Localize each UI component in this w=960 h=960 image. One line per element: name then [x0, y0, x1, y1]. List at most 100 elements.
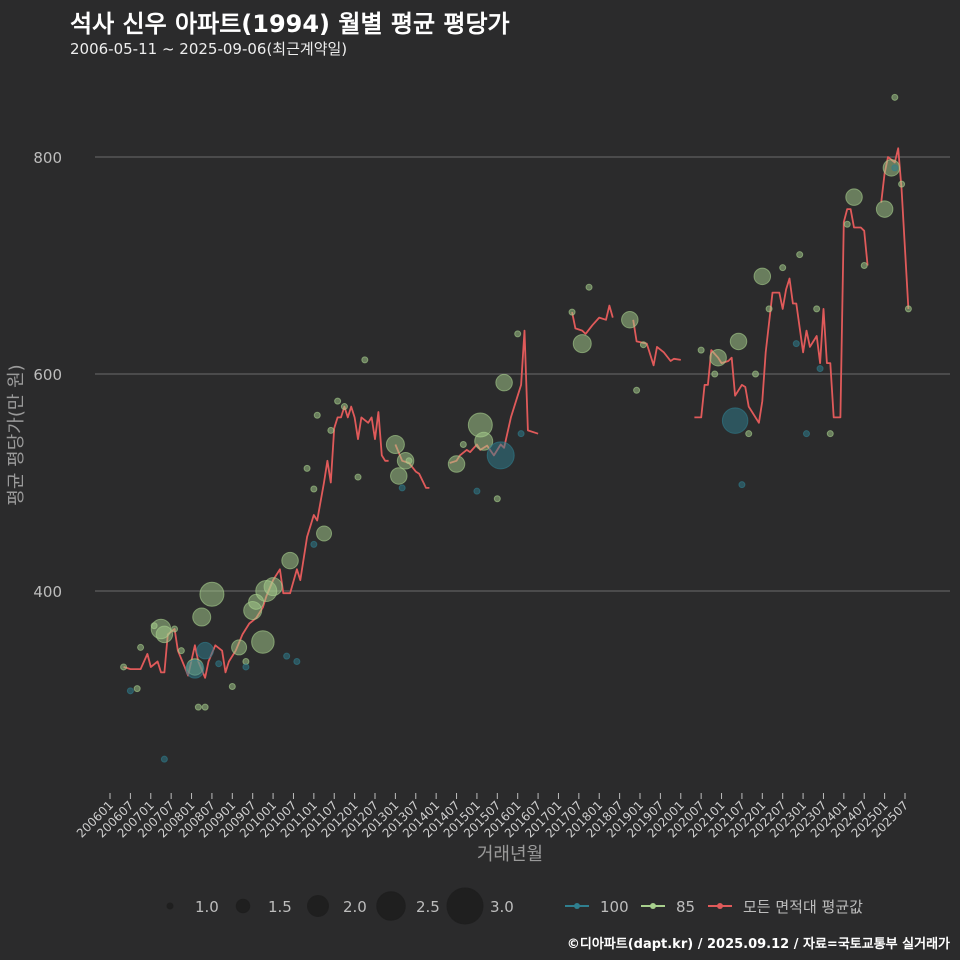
point-85	[514, 330, 522, 338]
size-legend-dot	[307, 895, 329, 917]
point-100	[891, 164, 899, 172]
point-85	[729, 332, 748, 351]
point-85	[845, 188, 863, 206]
point-85	[711, 370, 719, 378]
avg-line-segment	[694, 208, 869, 424]
point-85	[327, 426, 335, 434]
point-85	[568, 308, 576, 316]
size-legend-label: 1.5	[268, 898, 292, 916]
line-legend-label: 모든 면적대 평균값	[743, 898, 863, 916]
point-85	[303, 464, 311, 472]
point-85	[765, 305, 773, 313]
point-85	[390, 467, 408, 485]
point-85	[826, 430, 834, 438]
avg-line-segment	[632, 319, 681, 367]
point-85	[231, 639, 248, 656]
point-85	[860, 262, 868, 269]
point-85	[843, 220, 851, 228]
point-85	[281, 551, 299, 570]
point-100	[486, 441, 515, 470]
point-100	[215, 660, 223, 668]
point-85	[697, 346, 705, 354]
y-tick-label: 800	[33, 149, 62, 167]
point-85	[263, 577, 283, 597]
point-100	[473, 487, 481, 495]
line-legend-label: 85	[676, 898, 695, 916]
point-85	[334, 397, 342, 405]
point-85	[875, 200, 894, 218]
point-85	[194, 703, 202, 711]
point-85	[177, 647, 185, 655]
line-legend-dot	[574, 903, 580, 909]
y-axis-ticks: 400 600 800	[33, 149, 62, 601]
size-legend-dot	[446, 887, 484, 925]
point-85	[447, 455, 466, 473]
size-legend-label: 2.5	[416, 898, 440, 916]
point-85	[340, 403, 348, 411]
point-85	[585, 283, 593, 291]
point-85	[361, 356, 369, 364]
point-85	[572, 334, 592, 354]
point-100	[160, 755, 168, 763]
point-85	[891, 93, 899, 101]
chart-title: 석사 신우 아파트(1994) 월별 평균 평당가	[70, 10, 510, 38]
point-85	[621, 311, 639, 329]
point-100	[816, 365, 824, 373]
legend: 1.0 1.5 2.0 2.5 3.0 100 85 모든 면적대 평균값	[166, 887, 863, 925]
point-85	[313, 411, 321, 419]
point-85	[137, 643, 145, 651]
avg-line-segment	[571, 304, 614, 335]
point-85	[228, 682, 236, 690]
point-85	[745, 430, 753, 438]
point-85	[779, 264, 787, 272]
series-85-points	[120, 93, 912, 711]
point-85	[639, 341, 647, 349]
source-caption: ©디아파트(dapt.kr) / 2025.09.12 / 자료=국토교통부 실…	[566, 937, 950, 952]
point-85	[493, 495, 501, 503]
point-85	[459, 441, 467, 449]
point-85	[201, 703, 209, 711]
point-85	[904, 305, 912, 313]
point-85	[752, 370, 760, 378]
point-85	[796, 251, 804, 259]
size-legend-dot	[376, 891, 406, 921]
point-85	[310, 485, 318, 493]
line-legend-dot	[717, 903, 723, 909]
point-85	[633, 386, 641, 394]
point-85	[385, 435, 405, 455]
line-legend-dot	[650, 903, 656, 909]
y-tick-label: 400	[33, 583, 62, 601]
size-legend-dot	[166, 902, 174, 910]
point-85	[753, 267, 772, 286]
point-100	[310, 540, 318, 548]
point-85	[474, 431, 494, 451]
size-legend-label: 3.0	[490, 898, 514, 916]
series-100-points	[126, 164, 899, 763]
point-85	[813, 305, 821, 313]
point-85	[316, 525, 333, 542]
point-100	[196, 641, 214, 660]
point-85	[199, 581, 225, 607]
point-100	[185, 659, 205, 679]
point-100	[283, 652, 291, 660]
point-100	[792, 340, 800, 348]
y-tick-label: 600	[33, 366, 62, 384]
point-85	[898, 180, 906, 188]
size-legend-dot	[235, 898, 251, 914]
size-legend-label: 1.0	[195, 898, 219, 916]
point-85	[405, 457, 413, 465]
average-line-series	[123, 147, 910, 679]
size-legend-label: 2.0	[343, 898, 367, 916]
point-100	[802, 430, 810, 438]
point-85	[354, 473, 362, 481]
x-axis-label: 거래년월	[477, 844, 543, 865]
point-100	[398, 484, 406, 492]
point-100	[738, 481, 746, 489]
point-85	[133, 685, 141, 693]
point-100	[721, 407, 749, 434]
point-85	[171, 625, 179, 633]
point-85	[192, 607, 212, 627]
point-100	[293, 658, 301, 666]
point-100	[126, 687, 134, 695]
